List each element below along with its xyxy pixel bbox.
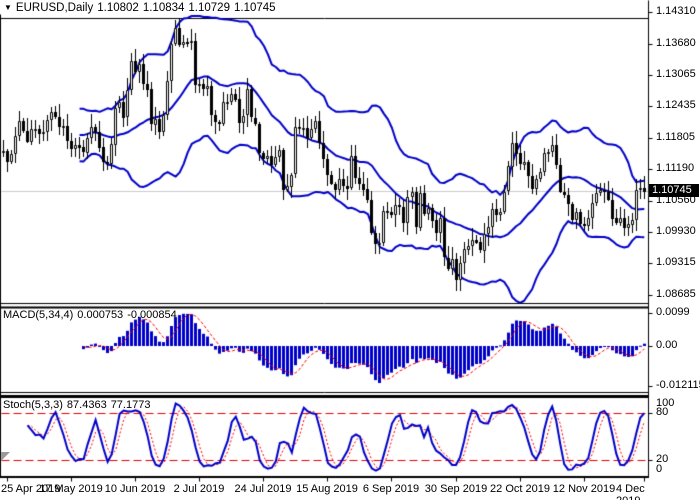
stoch-axis-label: 80 [656,406,669,418]
price-axis-label: 1.13065 [656,68,696,80]
price-axis-label: 1.10560 [656,194,696,206]
macd-axis-label: 0.00 [656,339,678,351]
date-axis-label: 6 Sep 2019 [362,483,420,495]
date-axis-label: 24 Jul 2019 [234,483,292,495]
price-axis-label: 1.14310 [656,5,696,17]
stoch-axis-label: 20 [656,453,669,465]
date-axis-label: 17 May 2019 [39,483,103,495]
date-axis-label: 12 Nov 2019 [552,483,616,495]
quote-close: 1.10745 [233,2,276,14]
macd-indicator-label: MACD(5,34,4) 0.000753 -0.000854 [3,309,181,321]
date-axis-label: 25 Apr 2019 [1,483,61,495]
date-axis-label: 15 Aug 2019 [296,483,358,495]
price-axis-label: 1.09315 [656,256,696,268]
price-axis-label: 1.12435 [656,99,696,111]
macd-value-main: 0.000753 [77,309,124,321]
quote-high: 1.10834 [142,2,185,14]
macd-axis-label: -0.012115 [656,379,700,391]
date-axis-label: 2 Jul 2019 [173,483,225,495]
quote-open: 1.10802 [97,2,139,14]
stoch-axis-label: 0 [656,463,663,475]
stoch-axis-label: 100 [656,397,675,409]
scroll-anchor-icon[interactable] [1,452,10,461]
price-axis-label: 1.09930 [656,225,696,237]
stoch-name: Stoch(5,3,3) [3,399,63,411]
price-axis-label: 1.08685 [656,288,696,300]
macd-value-signal: -0.000854 [127,309,177,321]
date-axis-label: 22 Oct 2019 [490,483,550,495]
macd-axis-label: 0.0099 [656,306,690,318]
quote-low: 1.10729 [188,2,230,14]
price-axis-label: 1.13680 [656,37,696,49]
symbol-marker-icon[interactable]: ▼ [4,3,12,12]
chart-title: ▼ EURUSD,Daily 1.10802 1.10834 1.10729 1.1074… [4,2,280,14]
date-axis-label: 10 Jun 2019 [104,483,166,495]
price-axis-label: 1.11190 [656,162,695,174]
current-price-badge: 1.10745 [649,184,699,197]
stoch-indicator-label: Stoch(5,3,3) 87.4363 77.1773 [3,399,154,411]
stoch-value-main: 87.4363 [66,399,107,411]
macd-name: MACD(5,34,4) [3,309,74,321]
date-axis-label: 30 Sep 2019 [424,483,488,495]
price-axis-label: 1.11805 [656,131,695,143]
date-axis-label: 4 Dec 2019 [616,483,645,500]
stoch-value-signal: 77.1773 [110,399,151,411]
symbol-timeframe-label: EURUSD,Daily [15,2,94,14]
